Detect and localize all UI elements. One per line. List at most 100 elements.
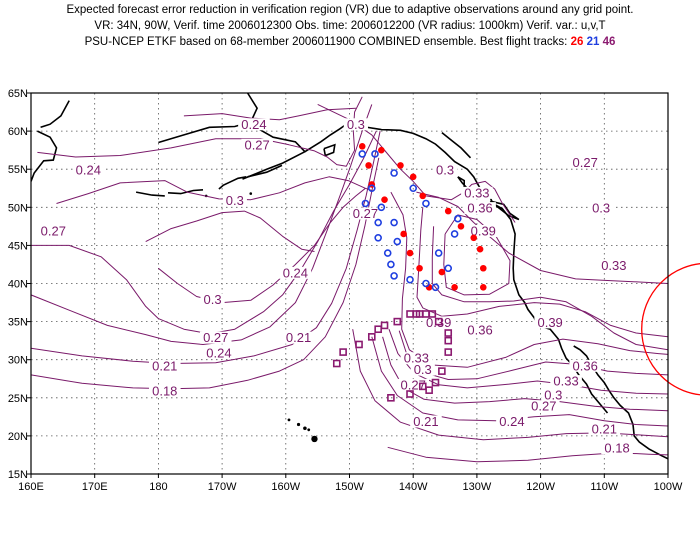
hawaii-island: [296, 422, 301, 427]
track-21-point: [453, 214, 462, 223]
longitude-labels: 160E 170E 180 170W 160W 150W 140W 130W 120W 110W 1…: [18, 481, 683, 493]
small-island: [249, 192, 253, 195]
track-21-point: [434, 249, 443, 257]
track-46-point: [444, 329, 453, 337]
map-ticks: [27, 92, 669, 478]
contour-label-bg: [550, 375, 582, 388]
track-26-point: [479, 264, 487, 272]
contour-label-bg: [148, 384, 181, 397]
latitude-label: 35N: [8, 317, 28, 329]
track-21-point: [422, 199, 430, 208]
contour-label-bg: [241, 138, 273, 151]
hawaii-island: [307, 428, 311, 432]
contour-label-bg: [541, 388, 566, 401]
latitude-label: 30N: [8, 355, 28, 367]
contour-label: 0.33: [464, 185, 489, 200]
coastline: [31, 130, 58, 182]
contour-label: 0.33: [601, 258, 626, 273]
contour-label: 0.27: [244, 137, 269, 152]
contour-label: 0.24: [283, 265, 308, 280]
track-26-point: [444, 207, 452, 215]
track-26-point: [438, 268, 446, 276]
track-46-point: [387, 393, 395, 402]
contour-label: 0.21: [286, 330, 311, 345]
contour-label: 0.18: [604, 441, 629, 456]
track-21-point: [406, 275, 414, 284]
contour-label-bg: [279, 266, 312, 279]
contour-label-bg: [282, 331, 315, 344]
track-46-point: [367, 333, 376, 341]
track-26-point: [470, 234, 478, 242]
contour-label: 0.24: [499, 414, 524, 429]
chart-header: Expected forecast error reduction in ver…: [0, 2, 700, 50]
track-21-point: [390, 272, 398, 280]
hawaii-island: [287, 418, 291, 422]
longitude-label: 180: [149, 481, 167, 493]
contour-label: 0.21: [152, 358, 177, 373]
track-26-point: [381, 196, 388, 203]
contour-label: 0.21: [413, 414, 438, 429]
track-red-label: 26: [570, 36, 584, 48]
hawaii-island: [303, 426, 307, 431]
track-26-point: [419, 192, 427, 200]
contour-label-bg: [343, 118, 368, 131]
contour-label: 0.3: [436, 163, 454, 178]
contour-label-bg: [422, 316, 455, 329]
latitude-label: 60N: [8, 126, 28, 138]
contour-line: [31, 157, 380, 390]
track-21-point: [371, 150, 379, 158]
header-line-3: PSU-NCEP ETKF based on 68-member 2006011…: [0, 34, 700, 50]
contour-label-bg: [589, 202, 614, 215]
contour-label: 0.3: [414, 362, 432, 377]
track-46-point: [380, 321, 389, 330]
track-21-point: [450, 230, 459, 238]
verification-region-circle: [641, 263, 700, 396]
coastline: [247, 164, 283, 178]
contour-line: [31, 130, 377, 335]
track-26-point: [358, 143, 366, 150]
track-21-point: [409, 184, 418, 193]
track-21-point: [383, 249, 392, 257]
track-blue-label: 21: [586, 36, 600, 48]
track-21-point: [422, 279, 430, 288]
longitude-label: 140W: [399, 481, 428, 493]
coastline: [489, 200, 520, 221]
track-46-point: [434, 317, 443, 326]
contour-label-bg: [598, 259, 630, 272]
contour-label: 0.27: [573, 155, 598, 170]
longitude-label: 160E: [18, 481, 44, 493]
track-26-point: [378, 146, 385, 154]
contour-line: [416, 191, 668, 284]
contour-line: [56, 176, 372, 204]
contour-labels: 0.240.270.240.30.270.270.30.30.330.360.3…: [37, 117, 633, 456]
contour-label-bg: [464, 324, 496, 337]
contour-label-bg: [410, 415, 442, 428]
latitude-label: 50N: [8, 202, 28, 214]
contour-label: 0.33: [404, 351, 429, 366]
contour-label-bg: [569, 359, 601, 372]
contour-label-bg: [464, 202, 496, 215]
latitude-label: 55N: [8, 164, 28, 176]
contour-label: 0.24: [206, 345, 231, 360]
track-46-point: [374, 325, 382, 334]
contour-label-bg: [397, 378, 429, 391]
header-line-2: VR: 34N, 90W, Verif. time 2006012300 Obs…: [94, 20, 606, 32]
track-21-point: [393, 237, 402, 246]
track-21-point: [358, 150, 367, 158]
coastline: [441, 131, 472, 159]
track-26-point: [451, 284, 458, 291]
contour-label-bg: [349, 207, 382, 220]
contour-line: [388, 329, 668, 395]
contour-label: 0.24: [76, 163, 101, 178]
latitude-label: 65N: [8, 88, 28, 100]
contour-label: 0.3: [544, 387, 562, 402]
contour-label-bg: [527, 400, 560, 413]
track-46-point: [438, 367, 446, 375]
contour-label: 0.3: [347, 117, 365, 132]
longitude-label: 110W: [590, 481, 619, 493]
track-26-point: [400, 230, 407, 238]
track-26-point: [406, 249, 414, 257]
longitude-label: 170E: [82, 481, 108, 493]
contour-label-bg: [400, 352, 433, 365]
track-46-point: [393, 317, 402, 326]
